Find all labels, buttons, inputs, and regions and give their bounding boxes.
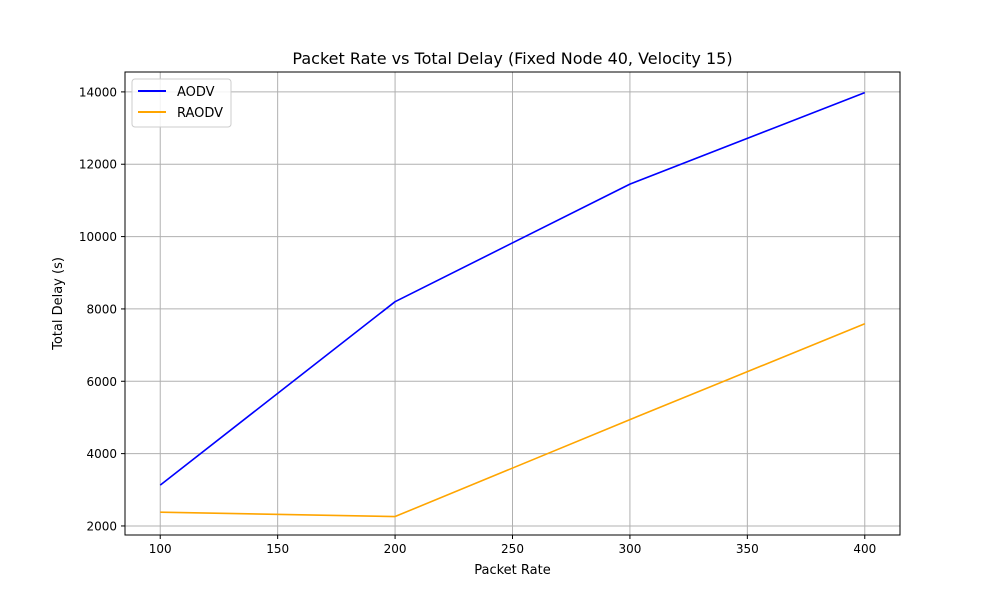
legend-label-aodv: AODV [177,85,215,100]
y-axis-label: Total Delay (s) [51,257,66,351]
y-tick-label: 8000 [86,302,117,316]
x-tick-label: 300 [618,542,641,556]
x-tick-label: 150 [266,542,289,556]
x-tick-label: 200 [384,542,407,556]
y-tick-label: 14000 [79,85,117,99]
x-tick-label: 350 [736,542,759,556]
y-tick-label: 4000 [86,447,117,461]
x-tick-label: 400 [853,542,876,556]
legend: AODV RAODV [132,79,231,127]
x-tick-label: 100 [149,542,172,556]
legend-label-raodv: RAODV [177,106,223,121]
y-tick-label: 10000 [79,230,117,244]
x-tick-label: 250 [501,542,524,556]
y-tick-label: 12000 [79,158,117,172]
x-axis-label: Packet Rate [474,563,550,578]
chart-title: Packet Rate vs Total Delay (Fixed Node 4… [292,49,732,68]
y-tick-label: 6000 [86,375,117,389]
y-tick-label: 2000 [86,519,117,533]
